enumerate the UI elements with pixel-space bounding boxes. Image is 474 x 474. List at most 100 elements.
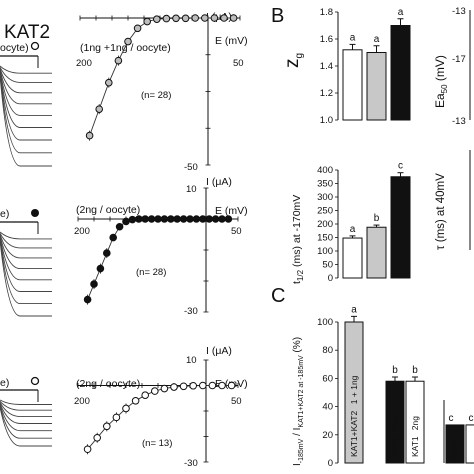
bar: [366, 52, 387, 121]
iv1-n-label: (n= 28): [141, 90, 171, 101]
bar-inner-amount: 1 + 1ng: [349, 375, 359, 404]
bar-significance-letter: a: [350, 32, 356, 43]
bar-y-tick-label: 1.0: [320, 115, 333, 126]
bar-y-tick-label: 40: [322, 402, 333, 413]
bar-chart-relative-current: I-185mV / IKAT1+KAT2 at -185mV (%) 0 20 40…: [292, 304, 425, 469]
iv-data-point: [128, 215, 137, 224]
current-traces-top: [0, 55, 52, 167]
tau-ylabel: τ (ms) at 40mV: [435, 173, 447, 250]
iv-curve-2: (2ng / oocyte) I (μA) E (mV) 200 50 10 -…: [74, 176, 248, 317]
bar-y-tick-label: 1.4: [320, 61, 333, 72]
bar-inner-label: KAT1: [410, 436, 420, 457]
right-tick-2: -17: [452, 54, 466, 65]
current-trace: [0, 231, 52, 240]
t-half-ylabel: t1/2 (ms) at -170mV: [291, 195, 305, 284]
bar: [390, 176, 411, 279]
bar-y-tick-label: 150: [317, 233, 333, 244]
bar-significance-letter: a: [398, 7, 404, 18]
iv-data-point: [179, 215, 188, 223]
symbol-open-circle-2: [30, 376, 40, 386]
iv2-ylabel: I (μA): [206, 176, 232, 188]
iv-data-point: [135, 215, 143, 223]
iv-data-point: [131, 397, 140, 405]
iv-data-point: [151, 387, 159, 395]
right-edge-panels: -13 -17 Ea50 (mV) -13 τ (ms) at 40mV: [433, 6, 471, 250]
bar-significance-letter: c: [469, 413, 474, 424]
bar-y-tick-label: 1.2: [320, 88, 333, 99]
bar-inner-amount: 2ng: [410, 416, 420, 430]
bar-y-tick-label: 350: [317, 179, 333, 190]
iv-data-point: [85, 131, 94, 140]
iv1-ylabel: I (μA): [206, 11, 232, 23]
iv-data-point: [103, 422, 111, 431]
current-trace: [0, 404, 52, 432]
iv-data-point: [210, 14, 219, 22]
iv-data-point: [153, 15, 161, 23]
iv1-xtick-left: 200: [76, 58, 92, 69]
iv-data-point: [160, 384, 169, 393]
left-title: KAT2: [4, 22, 50, 43]
current-traces-middle: [0, 221, 52, 317]
bar-significance-letter: b: [412, 365, 418, 376]
iv-data-point: [229, 14, 238, 22]
bar-y-tick-label: 20: [322, 430, 333, 441]
iv-data-point: [192, 215, 201, 223]
bar-chart-zg: zg 1.0 1.2 1.4 1.6 1.8 a a a: [282, 7, 411, 126]
current-trace: [0, 236, 52, 281]
iv3-xtick-right: 50: [231, 396, 242, 407]
ea50-ylabel: Ea50 (mV): [433, 55, 449, 108]
bar-y-tick-label: 300: [317, 192, 333, 203]
iv-data-point: [141, 391, 149, 399]
iv-data-point: [186, 215, 194, 223]
iv-fit-line: [89, 17, 234, 136]
current-trace: [0, 232, 52, 249]
bar-significance-letter: c: [449, 413, 454, 424]
iv1-xtick-right: 50: [233, 58, 244, 69]
iv3-ytick-top: 10: [186, 355, 197, 366]
iv-data-point: [105, 78, 113, 87]
current-trace: [0, 65, 52, 74]
iv2-ytick-bottom: -30: [184, 306, 198, 317]
relative-current-ylabel: I-185mV / IKAT1+KAT2 at -185mV (%): [292, 337, 305, 466]
iv2-xtick-left: 200: [74, 226, 90, 237]
iv-data-point: [154, 215, 162, 223]
iv1-subtitle: (1ng +1ng / oocyte): [80, 42, 171, 54]
bar-significance-letter: c: [398, 161, 403, 172]
current-trace: [0, 402, 52, 418]
iv-data-point: [115, 222, 124, 231]
current-traces-bottom: [0, 389, 52, 447]
bar: [445, 424, 465, 464]
iv-curve-1: (1ng +1ng / oocyte) I (μA) E (mV) 200 50…: [76, 11, 248, 173]
iv2-ytick-top: 10: [186, 184, 197, 195]
iv-data-point: [133, 24, 142, 33]
iv2-n-label: (n= 28): [136, 267, 166, 278]
current-trace: [0, 235, 52, 270]
bar-significance-letter: a: [374, 34, 380, 45]
bar-y-tick-label: 1.6: [320, 34, 333, 45]
iv-data-point: [218, 381, 226, 390]
bar-y-tick-label: 50: [322, 260, 333, 271]
current-trace: [0, 407, 52, 447]
left-partial-label-1: ocyte): [0, 42, 29, 54]
iv-fit-line: [87, 218, 229, 300]
iv-data-point: [208, 381, 217, 390]
iv3-ytick-bottom: -30: [184, 458, 198, 469]
current-trace: [0, 74, 52, 154]
bar: [465, 424, 474, 464]
bar-y-tick-label: 250: [317, 206, 333, 217]
bar-significance-letter: b: [374, 213, 380, 224]
iv-data-point: [179, 382, 188, 391]
bar: [390, 25, 411, 121]
iv-curve-3: (2ng / oocyte) I (μA) E (mV) 200 50 10 -…: [74, 345, 248, 469]
bar-inner-amount: 2ng: [390, 416, 400, 430]
iv-data-point: [122, 217, 130, 226]
iv3-ylabel: I (μA): [206, 345, 232, 357]
iv-data-point: [96, 264, 105, 273]
iv-data-point: [114, 56, 123, 65]
current-trace: [0, 405, 52, 439]
iv3-xtick-left: 200: [74, 396, 90, 407]
left-partial-label-3: e): [0, 377, 9, 389]
iv1-xlabel: E (mV): [215, 35, 248, 47]
iv-data-point: [162, 14, 171, 23]
iv-data-point: [205, 215, 213, 223]
